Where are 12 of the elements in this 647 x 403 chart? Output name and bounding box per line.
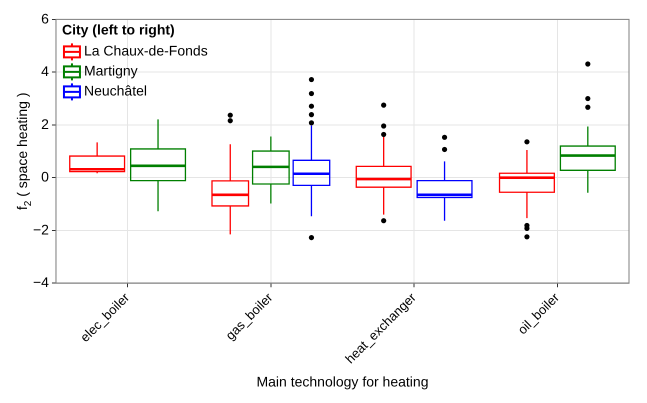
y-tick-label: 4 [41, 63, 50, 80]
legend-title: City (left to right) [62, 21, 175, 38]
y-tick-label: 6 [41, 10, 50, 26]
y-tick-label: 0 [41, 168, 50, 185]
y-tick-label: −4 [32, 274, 50, 290]
legend-label: Neuchâtel [84, 82, 148, 98]
legend-label: Martigny [84, 62, 138, 78]
y-tick-label: 2 [41, 116, 50, 132]
legend-label: La Chaux-de-Fonds [84, 42, 208, 58]
y-tick-label: −2 [32, 221, 50, 238]
x-axis-title: Main technology for heating [256, 373, 428, 390]
y-axis-title: f2 ( space heating ) [14, 92, 34, 210]
